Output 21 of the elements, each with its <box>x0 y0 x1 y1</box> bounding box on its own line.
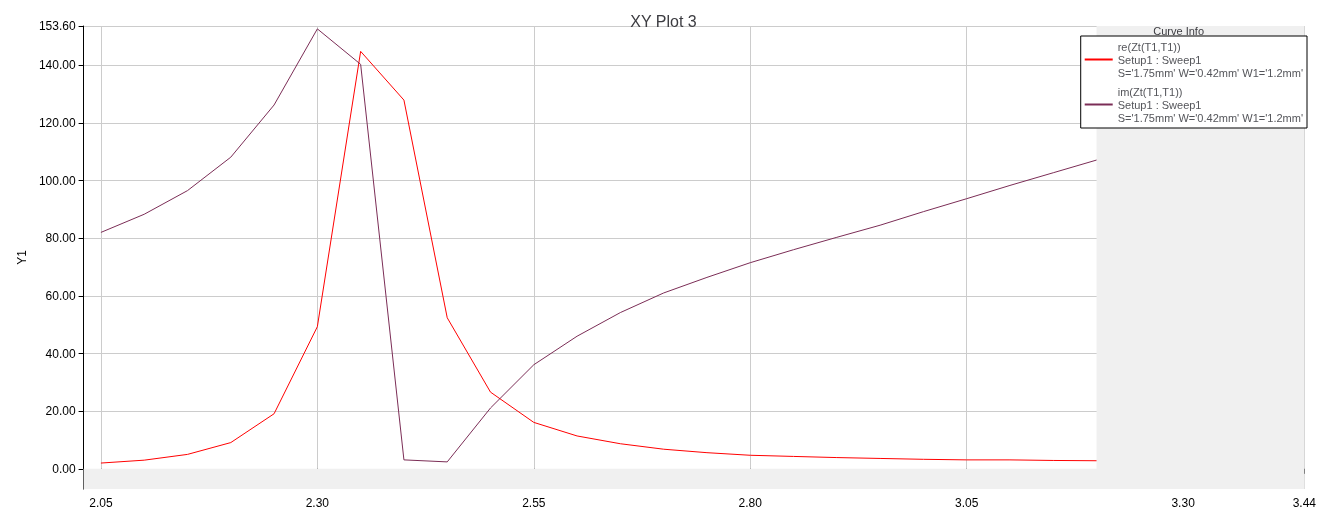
y-tick-label: 40.00 <box>45 346 76 361</box>
y-tick-label: 80.00 <box>45 231 76 246</box>
y-axis-title: Y1 <box>15 249 29 265</box>
legend-title: Curve Info <box>1153 24 1204 37</box>
x-tick-label: 3.30 <box>1171 496 1196 510</box>
y-tick-label: 100.00 <box>38 173 76 188</box>
y-tick-label: 140.00 <box>38 58 76 73</box>
legend-label: re(Zt(T1,T1)) Setup1 : Sweep1 S='1.75mm' W='0.42mm' W1='1.2mm' <box>1117 40 1303 79</box>
y-tick-label: 0.00 <box>52 461 76 476</box>
x-tick-label: 2.05 <box>89 496 113 510</box>
legend-label: im(Zt(T1,T1)) Setup1 : Sweep1 S='1.75mm' W='0.42mm' W1='1.2mm' <box>1117 85 1303 124</box>
x-tick-label: 2.80 <box>738 496 763 510</box>
chart-title: XY Plot 3 <box>630 12 697 30</box>
y-tick-label: 153.60 <box>38 19 76 33</box>
y-tick-label: 120.00 <box>38 115 76 130</box>
x-tick-label: 2.55 <box>522 496 546 510</box>
x-tick-label: 3.44 <box>1292 496 1317 510</box>
x-tick-label: 2.30 <box>305 496 330 510</box>
x-tick-label: 3.05 <box>955 496 979 510</box>
y-tick-label: 60.00 <box>45 288 76 303</box>
y-tick-label: 20.00 <box>45 404 76 419</box>
